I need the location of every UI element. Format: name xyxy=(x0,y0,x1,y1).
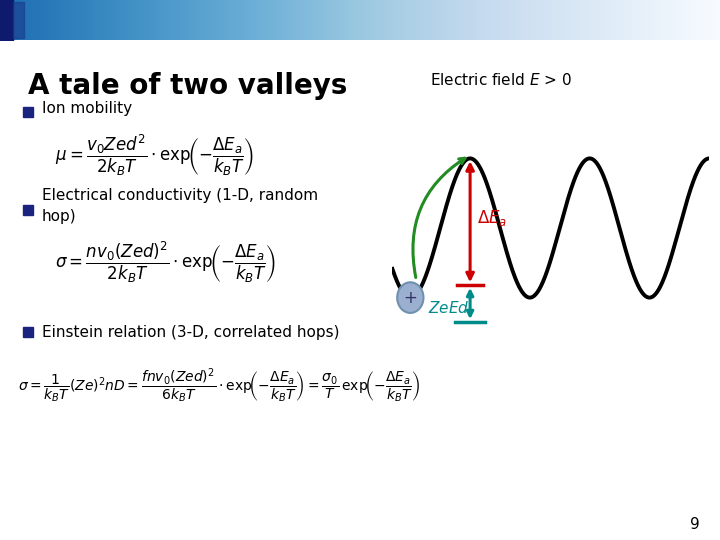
Bar xyxy=(0,0,13,40)
Text: 9: 9 xyxy=(690,517,700,532)
Bar xyxy=(13,2,24,38)
Circle shape xyxy=(397,282,423,313)
Text: Electrical conductivity (1-D, random
hop): Electrical conductivity (1-D, random hop… xyxy=(42,188,318,224)
Text: $\sigma = \dfrac{1}{k_BT}\left(Ze\right)^2 nD = \dfrac{fnv_0\left(Zed\right)^2}{: $\sigma = \dfrac{1}{k_BT}\left(Ze\right)… xyxy=(18,366,420,404)
Text: $+$: $+$ xyxy=(403,288,418,307)
Text: $Ze\mathbf{\mathit{E}}d$: $Ze\mathbf{\mathit{E}}d$ xyxy=(428,300,470,316)
Text: $\sigma = \dfrac{nv_0\left(Zed\right)^2}{2k_BT} \cdot \mathrm{exp}\!\left(-\dfra: $\sigma = \dfrac{nv_0\left(Zed\right)^2}… xyxy=(55,240,276,285)
Text: Electric field $\mathit{E}$ > 0: Electric field $\mathit{E}$ > 0 xyxy=(430,72,572,89)
Text: Einstein relation (3-D, correlated hops): Einstein relation (3-D, correlated hops) xyxy=(42,325,340,340)
Text: Ion mobility: Ion mobility xyxy=(42,101,132,116)
Text: A tale of two valleys: A tale of two valleys xyxy=(28,72,347,100)
Text: $\Delta E_a$: $\Delta E_a$ xyxy=(477,207,508,227)
Text: $\mu = \dfrac{v_0 Zed^2}{2k_BT} \cdot \mathrm{exp}\!\left(-\dfrac{\Delta E_a}{k_: $\mu = \dfrac{v_0 Zed^2}{2k_BT} \cdot \m… xyxy=(55,133,254,178)
